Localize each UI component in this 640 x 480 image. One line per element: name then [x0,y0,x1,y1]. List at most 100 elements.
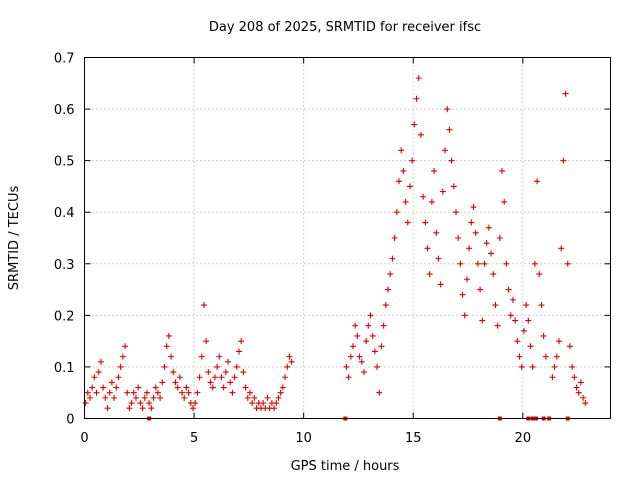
data-point [273,400,280,407]
data-point [442,147,449,154]
data-point [466,245,473,252]
x-tick-label: 0 [80,431,88,446]
data-point [400,167,407,174]
data-point [398,147,405,154]
data-point [354,332,361,339]
data-point [477,286,484,293]
data-point [387,271,394,278]
data-point [172,379,179,386]
data-point [564,260,571,267]
data-point [277,389,284,396]
data-point [249,400,256,407]
data-point [380,322,387,329]
data-point [152,384,159,391]
data-point [470,204,477,211]
data-point [420,193,427,200]
data-point [505,286,512,293]
y-tick-label: 0.1 [54,361,75,376]
data-point [415,75,422,82]
data-point [492,302,499,309]
data-point [360,369,367,376]
data-point [222,369,229,376]
data-point [260,400,267,407]
data-point [150,394,157,401]
data-point [446,126,453,133]
data-point [238,338,245,345]
data-point [450,183,457,190]
data-point [108,379,115,386]
data-point [494,322,501,329]
data-point [358,358,365,365]
data-point [97,358,104,365]
data-point [200,302,207,309]
data-point [89,384,96,391]
data-point [474,260,481,267]
data-point [501,198,508,205]
data-point [512,317,519,324]
data-point [459,291,466,298]
data-point [472,229,479,236]
data-point [244,394,251,401]
data-point [483,240,490,247]
data-point [551,363,558,370]
data-point [179,389,186,396]
y-tick-label: 0.2 [54,309,75,324]
data-point [343,363,350,370]
data-point [139,405,146,412]
data-point [396,178,403,185]
data-point [582,400,589,407]
data-point [540,332,547,339]
data-point [84,389,91,396]
data-point [560,157,567,164]
x-axis-tick-labels: 0 5 10 15 20 [80,431,531,446]
data-point [571,374,578,381]
data-point [165,332,172,339]
data-point [457,260,464,267]
data-point [577,379,584,386]
data-point [426,271,433,278]
data-point [555,338,562,345]
data-point [214,363,221,370]
data-point [271,405,278,412]
data-point [115,374,122,381]
data-point [154,389,161,396]
data-point [189,405,196,412]
data-point [102,394,109,401]
data-point [509,296,516,303]
data-point [349,343,356,350]
data-point [385,286,392,293]
data-point [488,250,495,257]
data-point [159,379,166,386]
data-point [93,389,100,396]
data-point [536,271,543,278]
data-point [113,384,120,391]
data-point [402,198,409,205]
plot-frame [84,57,611,419]
data-point [448,157,455,164]
data-point [345,374,352,381]
data-point [218,374,225,381]
data-point [104,405,111,412]
data-point [356,353,363,360]
data-point [558,245,565,252]
data-point [117,363,124,370]
y-tick-label: 0 [66,413,74,428]
data-point [433,229,440,236]
data-point [367,312,374,319]
y-tick-label: 0.4 [54,206,75,221]
data-point [251,394,258,401]
data-point [203,338,210,345]
data-point [282,374,289,381]
data-point [435,255,442,262]
data-point [207,379,214,386]
data-point [382,302,389,309]
data-point [461,312,468,319]
data-point [185,389,192,396]
data-point [452,209,459,216]
data-point [523,302,530,309]
data-point [573,384,580,391]
data-point [227,379,234,386]
data-point [148,405,155,412]
data-point [422,219,429,226]
